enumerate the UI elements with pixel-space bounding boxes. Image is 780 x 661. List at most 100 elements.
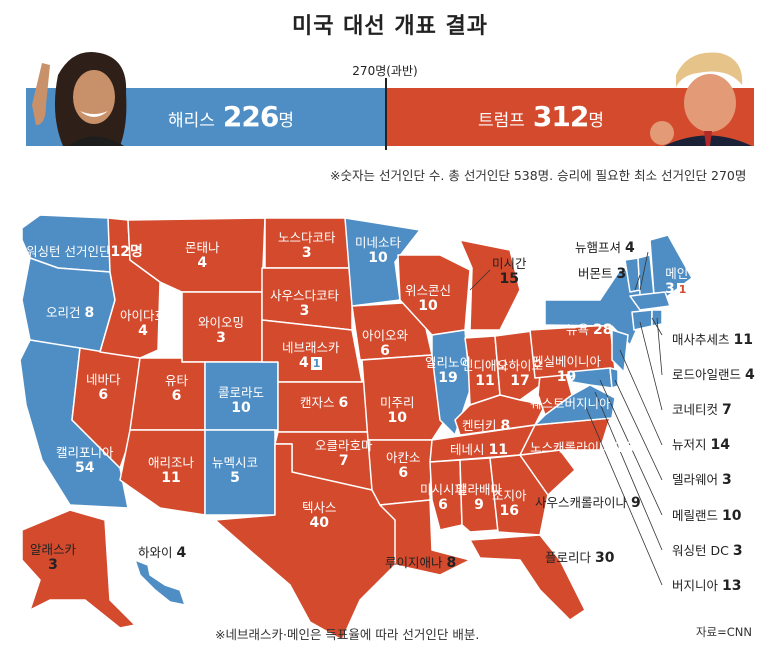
label-sd: 사우스다코타 3 [270,288,339,319]
label-va: 버지니아 13 [672,578,741,594]
harris-label: 해리스 226명 [168,88,294,146]
label-nh: 뉴햄프셔 4 [575,240,635,256]
label-ok: 오클라호마 7 [315,438,373,469]
ne-name: 네브래스카 [282,340,340,355]
state-va [534,384,616,426]
label-hi: 하와이 4 [138,545,186,561]
il-name: 일리노이 [425,355,472,370]
label-ma: 매사추세츠 11 [672,332,753,348]
or-votes: 8 [84,305,95,321]
wy-name: 와이오밍 [198,315,245,330]
ma-name: 매사추세츠 [672,332,730,347]
me-split-badge: 1 [676,283,689,296]
label-mi: 미시간 15 [492,256,527,287]
label-az: 애리조나 11 [148,455,194,486]
ct-votes: 7 [722,402,732,418]
wv-votes: 4 [614,396,625,412]
state-la [379,499,471,576]
ca-votes: 54 [75,460,95,476]
label-ky: 켄터키 8 [462,418,510,434]
trump-portrait [650,52,752,146]
ak-votes: 3 [48,557,58,573]
label-ks: 캔자스 6 [300,395,348,411]
label-mt: 몬태나 4 [185,240,220,271]
la-votes: 8 [446,555,457,571]
in-name: 인디애나 [462,358,509,373]
state-de [609,367,619,389]
ar-votes: 6 [398,465,409,481]
vt-votes: 3 [616,266,627,282]
id-name: 아이다호 [120,308,167,323]
label-fl: 플로리다 30 [545,550,614,566]
az-votes: 11 [161,470,181,486]
pa-votes: 19 [556,369,577,385]
az-name: 애리조나 [148,455,195,470]
me-votes: 3 [665,281,675,297]
mt-name: 몬태나 [185,240,220,255]
co-votes: 10 [231,400,251,416]
va-name: 버지니아 [672,578,719,593]
ga-votes: 16 [499,503,519,519]
label-in: 인디애나 11 [462,358,508,389]
label-wy: 와이오밍 3 [198,315,244,346]
label-pa: 펜실베이니아 19 [532,354,601,385]
nv-name: 네바다 [86,372,121,387]
la-name: 루이지애나 [385,555,443,570]
ar-name: 아칸소 [386,450,421,465]
note-bottom: ※네브래스카·메인은 득표율에 따라 선거인단 배분. [215,627,480,642]
hi-votes: 4 [176,545,187,561]
label-de: 델라웨어 3 [672,472,732,488]
nd-votes: 3 [301,245,312,261]
label-ut: 유타 6 [165,373,188,404]
ok-votes: 7 [338,453,349,469]
ri-name: 로드아일랜드 [672,367,742,382]
label-oh: 오하이오 17 [497,358,543,389]
id-votes: 4 [138,323,148,339]
ne-votes: 4 [299,355,309,371]
label-ak: 알래스카 3 [30,542,76,573]
de-name: 델라웨어 [672,472,719,487]
label-sc: 사우스캐롤라이나 9 [535,495,641,511]
label-ar: 아칸소 6 [386,450,421,481]
nj-votes: 14 [710,437,730,453]
sd-name: 사우스다코타 [270,288,340,303]
mo-votes: 10 [387,410,407,426]
ne-split-badge: 1 [310,357,323,370]
ks-name: 캔자스 [300,395,335,410]
ri-votes: 4 [745,367,755,383]
label-wa: 워싱턴 선거인단12명 [26,244,143,260]
co-name: 콜로라도 [218,385,265,400]
al-votes: 9 [474,497,484,513]
state-al [459,457,499,533]
label-wv: 웨스트버지니아 4 [530,396,624,412]
label-nd: 노스다코타 3 [278,230,336,261]
state-nj [611,329,629,373]
label-ca: 캘리포니아 54 [56,445,114,476]
fl-name: 플로리다 [545,550,592,565]
source-credit: 자료=CNN [695,625,752,639]
ut-name: 유타 [165,373,189,388]
trump-label: 트럼프 312명 [478,88,604,146]
ca-name: 캘리포니아 [56,445,114,460]
tn-name: 테네시 [450,442,485,457]
state-ma [629,291,671,311]
dc-votes: 3 [732,543,743,559]
state-il [431,329,471,436]
nh-votes: 4 [625,240,635,256]
ny-votes: 28 [593,322,613,338]
ny-name: 뉴욕 [566,322,590,337]
wy-votes: 3 [216,330,226,346]
md-votes: 10 [722,508,742,524]
harris-name: 해리스 [168,111,215,131]
pa-name: 펜실베이니아 [532,354,602,369]
mi-name: 미시간 [492,256,527,271]
majority-label: 270명(과반) [352,64,418,78]
page-title: 미국 대선 개표 결과 [292,14,488,39]
ak-name: 알래스카 [30,542,77,557]
label-ny: 뉴욕 28 [566,322,612,338]
tx-name: 텍사스 [302,500,337,515]
ct-name: 코네티컷 [672,402,719,417]
state-tx [214,443,401,641]
state-ak [21,509,136,629]
ky-name: 켄터키 [462,418,497,433]
